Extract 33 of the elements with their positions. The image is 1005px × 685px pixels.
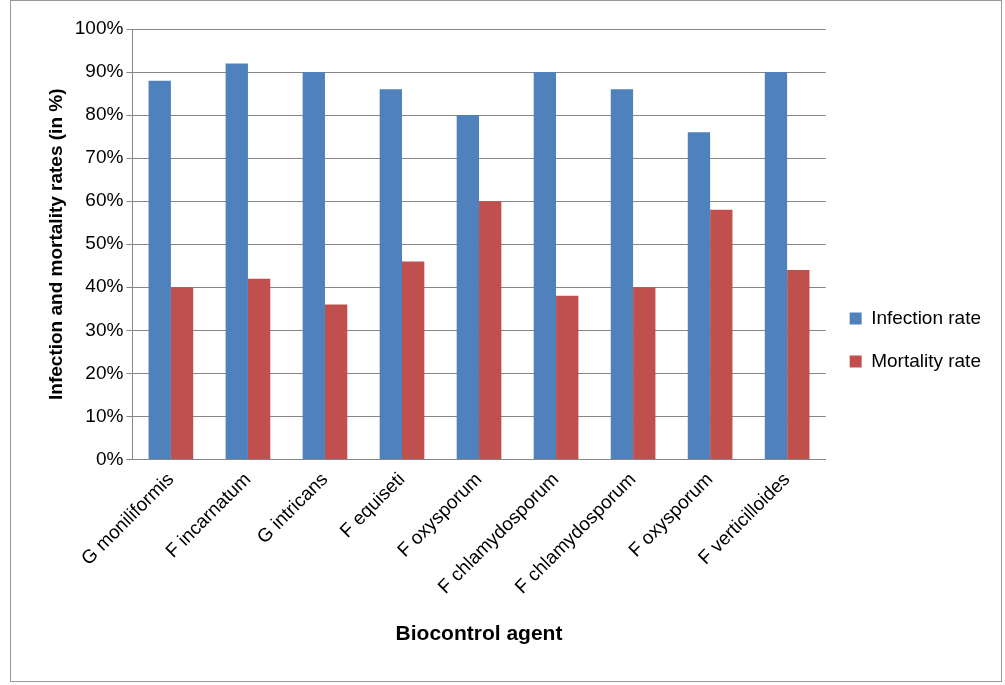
bar [247,278,271,459]
bar [633,287,656,459]
bar [148,80,171,459]
bar [533,72,557,459]
y-tick-label: 0% [95,447,124,469]
legend-label: Infection rate [871,306,981,328]
y-tick-label: 100% [74,17,124,39]
bar [479,201,502,459]
bar [710,209,733,459]
bar [556,295,579,459]
bar [456,115,480,459]
y-tick-label: 10% [85,404,124,426]
bar [379,89,402,459]
y-tick-label: 80% [85,103,124,125]
legend-label: Mortality rate [871,349,981,371]
bar [225,63,248,459]
bar [170,287,194,459]
bar [302,72,325,459]
y-tick-label: 20% [85,361,124,383]
y-tick-label: 90% [85,60,124,82]
y-axis-title: Infection and mortality rates (in %) [44,88,66,400]
bar [324,304,348,459]
y-tick-label: 30% [85,318,124,340]
y-tick-label: 40% [85,275,124,297]
y-tick-label: 70% [85,146,124,168]
x-axis-title: Biocontrol agent [395,621,563,645]
bar [764,72,788,459]
bar [687,132,711,459]
y-tick-label: 60% [85,189,124,211]
y-tick-label: 50% [85,232,124,254]
bar [787,270,810,459]
bar [402,261,425,459]
bar [610,89,634,459]
